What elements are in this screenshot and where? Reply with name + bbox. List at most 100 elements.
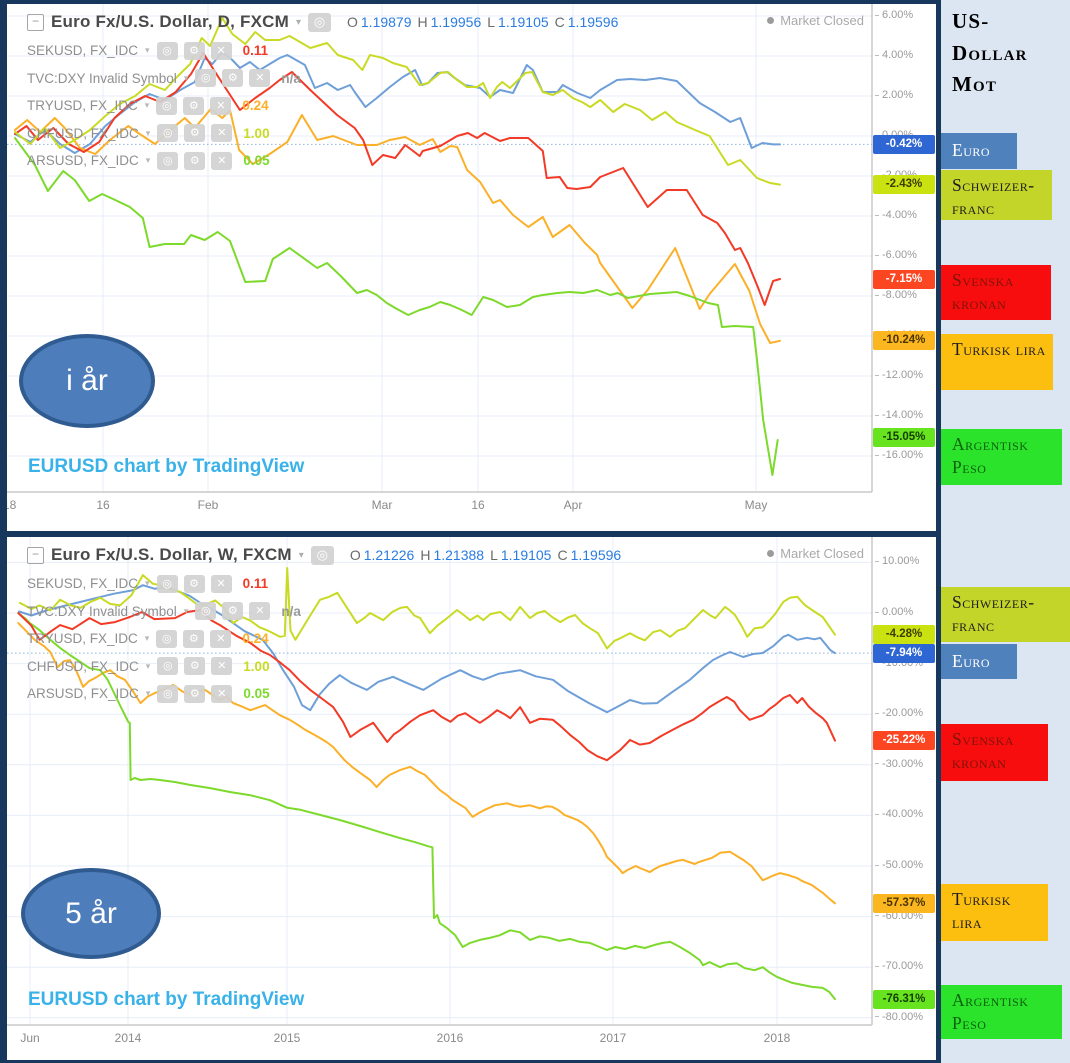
series-line-arsusd [17,612,836,1001]
sidebar: US- Dollar Mot Euro Schweizer-franc Svenska … [941,0,1070,1063]
eye-icon[interactable]: ◎ [157,657,179,676]
chevron-down-icon[interactable]: ▾ [183,72,189,83]
eye-icon[interactable]: ◎ [310,545,334,565]
time-axis-label: Jun [20,1031,40,1045]
symbol-value: 0.24 [242,98,269,114]
eye-icon[interactable]: ◎ [156,96,178,115]
price-axis-label: -20.00% [875,707,935,719]
symbol-name[interactable]: TVC:DXY Invalid Symbol [27,70,177,86]
market-closed-dot [767,17,775,24]
symbol-name[interactable]: TVC:DXY Invalid Symbol [27,603,177,619]
price-axis-label: -70.00% [875,960,935,972]
chevron-down-icon[interactable]: ▾ [145,45,150,56]
price-axis-label: -40.00% [875,808,935,820]
eye-icon[interactable]: ◎ [195,602,217,621]
ohlc-value: 1.19596 [567,14,619,30]
chevron-down-icon[interactable]: ▾ [145,127,151,138]
price-badge: -10.24% [873,331,935,351]
chevron-down-icon[interactable]: ▾ [145,155,151,166]
symbol-row: CHFUSD, FX_IDC ▾ ◎ ⚙ ✕ 1.00 [27,653,301,681]
price-axis-label: 6.00% [875,9,935,21]
close-icon[interactable]: ✕ [210,629,232,648]
gear-icon[interactable]: ⚙ [184,684,206,703]
price-axis-label: -8.00% [875,289,935,301]
time-axis-label: 2015 [273,1031,301,1045]
chevron-down-icon[interactable]: ▾ [145,688,151,699]
gear-icon[interactable]: ⚙ [183,574,205,593]
tradingview-watermark[interactable]: EURUSD chart by TradingView [28,456,305,477]
eye-icon[interactable]: ◎ [308,12,331,32]
time-axis-label: 2017 [599,1031,627,1045]
chart-title[interactable]: Euro Fx/U.S. Dollar, W, FXCM [51,545,292,564]
sidebar-label-euro: Euro [941,644,1017,679]
ohlc-label: O [347,14,358,30]
symbol-name[interactable]: ARSUSD, FX_IDC [27,686,139,702]
close-icon[interactable]: ✕ [210,41,232,60]
gear-icon[interactable]: ⚙ [184,124,206,143]
gear-icon[interactable]: ⚙ [222,69,244,88]
ohlc-value: 1.19596 [570,547,622,563]
chevron-down-icon[interactable]: ▾ [183,605,189,616]
price-axis-label: -16.00% [875,449,935,461]
chevron-down-icon[interactable]: ▾ [144,633,150,644]
chart-title[interactable]: Euro Fx/U.S. Dollar, D, FXCM [51,12,289,31]
close-icon[interactable]: ✕ [211,657,233,676]
gear-icon[interactable]: ⚙ [222,602,244,621]
collapse-icon[interactable]: − [27,13,44,31]
symbol-row: ARSUSD, FX_IDC ▾ ◎ ⚙ ✕ 0.05 [27,147,301,175]
eye-icon[interactable]: ◎ [156,41,178,60]
close-icon[interactable]: ✕ [249,602,271,621]
symbol-name[interactable]: TRYUSD, FX_IDC [27,631,138,647]
close-icon[interactable]: ✕ [210,96,232,115]
eye-icon[interactable]: ◎ [157,684,179,703]
gear-icon[interactable]: ⚙ [184,151,206,170]
gear-icon[interactable]: ⚙ [183,629,205,648]
tradingview-watermark[interactable]: EURUSD chart by TradingView [28,989,305,1010]
price-axis-label: 4.00% [875,49,935,61]
series-line-chfusd [18,567,836,650]
eye-icon[interactable]: ◎ [156,629,178,648]
series-line-tryusd [14,108,781,344]
sidebar-label-svenska-kronan: Svenska kronan [941,724,1048,781]
ohlc-label: L [487,14,496,30]
gear-icon[interactable]: ⚙ [183,96,205,115]
chevron-down-icon[interactable]: ▾ [145,660,151,671]
symbol-name[interactable]: CHFUSD, FX_IDC [27,658,139,674]
price-axis-label: 0.00% [875,606,935,618]
close-icon[interactable]: ✕ [211,124,233,143]
close-icon[interactable]: ✕ [210,574,232,593]
market-status: Market Closed [767,13,864,28]
symbol-name[interactable]: TRYUSD, FX_IDC [27,98,138,114]
annotation-oval-label: 5 år [65,896,117,930]
eye-icon[interactable]: ◎ [195,69,217,88]
chevron-down-icon[interactable]: ▾ [295,16,301,28]
annotation-oval: 5 år [21,868,161,959]
close-icon[interactable]: ✕ [211,684,233,703]
eye-icon[interactable]: ◎ [156,574,178,593]
collapse-icon[interactable]: − [27,546,44,564]
price-badge: -76.31% [873,989,935,1009]
symbol-name[interactable]: ARSUSD, FX_IDC [27,153,139,169]
gear-icon[interactable]: ⚙ [184,657,206,676]
time-axis-label: 2018 [763,1031,791,1045]
gear-icon[interactable]: ⚙ [183,41,205,60]
top-chart-plot[interactable] [7,4,936,531]
symbol-value: 0.11 [242,576,269,592]
sidebar-heading: US- Dollar Mot [952,6,1028,101]
symbol-name[interactable]: SEKUSD, FX_IDC [27,43,139,59]
chevron-down-icon[interactable]: ▾ [144,100,150,111]
eye-icon[interactable]: ◎ [157,124,179,143]
close-icon[interactable]: ✕ [249,69,271,88]
price-axis-label: -6.00% [875,249,935,261]
close-icon[interactable]: ✕ [211,151,233,170]
eye-icon[interactable]: ◎ [157,151,179,170]
price-badge: -25.22% [873,731,935,751]
chevron-down-icon[interactable]: ▾ [145,578,150,589]
chevron-down-icon[interactable]: ▾ [298,549,304,561]
price-axis-label: 2.00% [875,89,935,101]
price-axis-label: 10.00% [875,555,935,567]
price-axis-label: -12.00% [875,369,935,381]
ohlc-label: C [554,14,565,30]
symbol-name[interactable]: SEKUSD, FX_IDC [27,576,139,592]
symbol-name[interactable]: CHFUSD, FX_IDC [27,125,139,141]
